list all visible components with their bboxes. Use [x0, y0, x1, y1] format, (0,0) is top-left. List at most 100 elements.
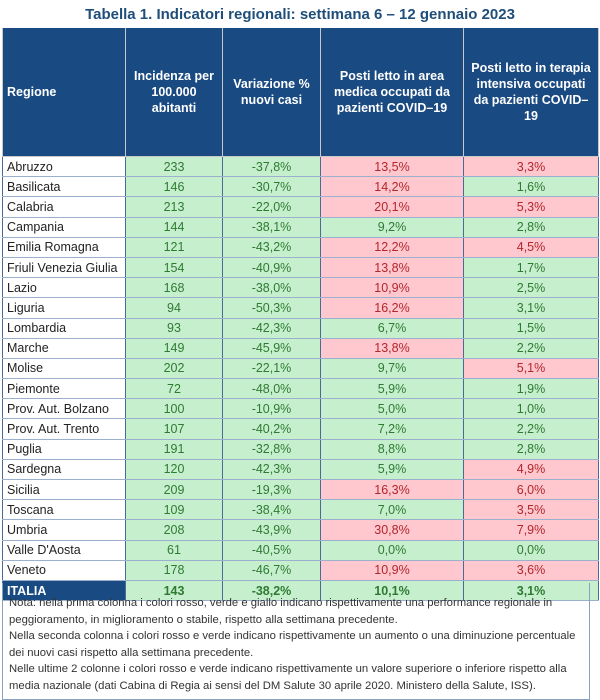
cell-regione: Molise: [2, 357, 126, 380]
header-row: Regione Incidenza per 100.000 abitanti V…: [2, 28, 599, 157]
table-row: ITALIA 143 -38,2% 10,1% 3,1%: [2, 579, 599, 602]
table-row: Friuli Venezia Giulia 154 -40,9% 13,8% 1,7%: [2, 256, 599, 279]
cell-incidenza: 121: [125, 236, 223, 258]
cell-regione: Prov. Aut. Trento: [2, 418, 126, 440]
table-row: Prov. Aut. Bolzano 100 -10,9% 5,0% 1,0%: [2, 398, 599, 420]
cell-terapia-intensiva: 2,8%: [463, 438, 599, 460]
cell-terapia-intensiva: 7,9%: [463, 519, 599, 541]
table-row: Basilicata 146 -30,7% 14,2% 1,6%: [2, 176, 599, 198]
cell-incidenza: 144: [125, 216, 223, 238]
cell-incidenza: 233: [125, 155, 223, 178]
cell-terapia-intensiva: 2,2%: [463, 418, 599, 440]
table-row: Umbria 208 -43,9% 30,8% 7,9%: [2, 519, 599, 541]
cell-incidenza: 178: [125, 559, 223, 581]
cell-regione: Calabria: [2, 196, 126, 218]
cell-area-medica: 5,9%: [320, 378, 464, 400]
cell-incidenza: 209: [125, 478, 223, 501]
cell-terapia-intensiva: 3,1%: [463, 297, 599, 319]
cell-incidenza: 149: [125, 337, 223, 359]
cell-variazione: -22,0%: [222, 196, 321, 218]
cell-regione: Sicilia: [2, 478, 126, 501]
cell-variazione: -30,7%: [222, 176, 321, 198]
cell-incidenza: 100: [125, 398, 223, 420]
cell-variazione: -10,9%: [222, 398, 321, 420]
cell-terapia-intensiva: 5,1%: [463, 357, 599, 380]
cell-variazione: -40,9%: [222, 256, 321, 279]
header-area-medica: Posti letto in area medica occupati da p…: [320, 28, 464, 157]
header-regione: Regione: [2, 28, 126, 157]
table-row: Campania 144 -38,1% 9,2% 2,8%: [2, 216, 599, 238]
cell-incidenza: 168: [125, 277, 223, 299]
table-row: Sardegna 120 -42,3% 5,9% 4,9%: [2, 458, 599, 481]
cell-variazione: -43,9%: [222, 519, 321, 541]
table-row: Valle D'Aosta 61 -40,5% 0,0% 0,0%: [2, 539, 599, 561]
cell-terapia-intensiva: 1,7%: [463, 256, 599, 279]
table-row: Abruzzo 233 -37,8% 13,5% 3,3%: [2, 155, 599, 178]
cell-regione: Lombardia: [2, 317, 126, 339]
table-row: Toscana 109 -38,4% 7,0% 3,5%: [2, 499, 599, 521]
cell-regione: Puglia: [2, 438, 126, 460]
table-body: Abruzzo 233 -37,8% 13,5% 3,3% Basilicata 146 -3…: [2, 155, 599, 602]
table-row: Lombardia 93 -42,3% 6,7% 1,5%: [2, 317, 599, 339]
cell-variazione: -40,2%: [222, 418, 321, 440]
cell-terapia-intensiva: 3,1%: [463, 579, 599, 602]
cell-terapia-intensiva: 5,3%: [463, 196, 599, 218]
cell-area-medica: 16,2%: [320, 297, 464, 319]
cell-regione: Friuli Venezia Giulia: [2, 256, 126, 279]
cell-regione: Toscana: [2, 499, 126, 521]
cell-variazione: -38,1%: [222, 216, 321, 238]
cell-variazione: -46,7%: [222, 559, 321, 581]
table-row: Lazio 168 -38,0% 10,9% 2,5%: [2, 277, 599, 299]
cell-incidenza: 191: [125, 438, 223, 460]
cell-regione: Piemonte: [2, 378, 126, 400]
cell-area-medica: 13,8%: [320, 337, 464, 359]
footnote: Nota: nella prima colonna i colori rosso…: [2, 583, 590, 700]
cell-variazione: -38,2%: [222, 579, 321, 602]
header-terapia-intensiva: Posti letto in terapia intensiva occupat…: [463, 28, 599, 157]
cell-regione: Marche: [2, 337, 126, 359]
table-row: Prov. Aut. Trento 107 -40,2% 7,2% 2,2%: [2, 418, 599, 440]
table-row: Puglia 191 -32,8% 8,8% 2,8%: [2, 438, 599, 460]
table-row: Piemonte 72 -48,0% 5,9% 1,9%: [2, 378, 599, 400]
cell-regione: Lazio: [2, 277, 126, 299]
cell-area-medica: 14,2%: [320, 176, 464, 198]
cell-incidenza: 61: [125, 539, 223, 561]
cell-incidenza: 93: [125, 317, 223, 339]
note-line: Nota: nella prima colonna i colori rosso…: [9, 597, 553, 626]
cell-regione: Valle D'Aosta: [2, 539, 126, 561]
cell-terapia-intensiva: 4,5%: [463, 236, 599, 258]
cell-area-medica: 30,8%: [320, 519, 464, 541]
cell-variazione: -42,3%: [222, 458, 321, 481]
cell-regione: Prov. Aut. Bolzano: [2, 398, 126, 420]
cell-area-medica: 10,1%: [320, 579, 464, 602]
table-row: Emilia Romagna 121 -43,2% 12,2% 4,5%: [2, 236, 599, 258]
cell-incidenza: 120: [125, 458, 223, 481]
cell-area-medica: 8,8%: [320, 438, 464, 460]
cell-area-medica: 5,9%: [320, 458, 464, 481]
cell-area-medica: 13,5%: [320, 155, 464, 178]
cell-area-medica: 10,9%: [320, 277, 464, 299]
cell-area-medica: 9,7%: [320, 357, 464, 380]
cell-variazione: -32,8%: [222, 438, 321, 460]
cell-area-medica: 16,3%: [320, 478, 464, 501]
cell-terapia-intensiva: 2,2%: [463, 337, 599, 359]
cell-incidenza: 154: [125, 256, 223, 279]
cell-variazione: -43,2%: [222, 236, 321, 258]
table-row: Calabria 213 -22,0% 20,1% 5,3%: [2, 196, 599, 218]
cell-regione: Umbria: [2, 519, 126, 541]
cell-area-medica: 9,2%: [320, 216, 464, 238]
cell-variazione: -48,0%: [222, 378, 321, 400]
cell-terapia-intensiva: 0,0%: [463, 539, 599, 561]
cell-incidenza: 109: [125, 499, 223, 521]
cell-regione: Campania: [2, 216, 126, 238]
cell-area-medica: 13,8%: [320, 256, 464, 279]
cell-terapia-intensiva: 2,8%: [463, 216, 599, 238]
cell-terapia-intensiva: 1,0%: [463, 398, 599, 420]
cell-regione: Veneto: [2, 559, 126, 581]
cell-terapia-intensiva: 6,0%: [463, 478, 599, 501]
cell-incidenza: 213: [125, 196, 223, 218]
cell-incidenza: 94: [125, 297, 223, 319]
cell-terapia-intensiva: 3,5%: [463, 499, 599, 521]
cell-regione: Sardegna: [2, 458, 126, 481]
cell-incidenza: 107: [125, 418, 223, 440]
